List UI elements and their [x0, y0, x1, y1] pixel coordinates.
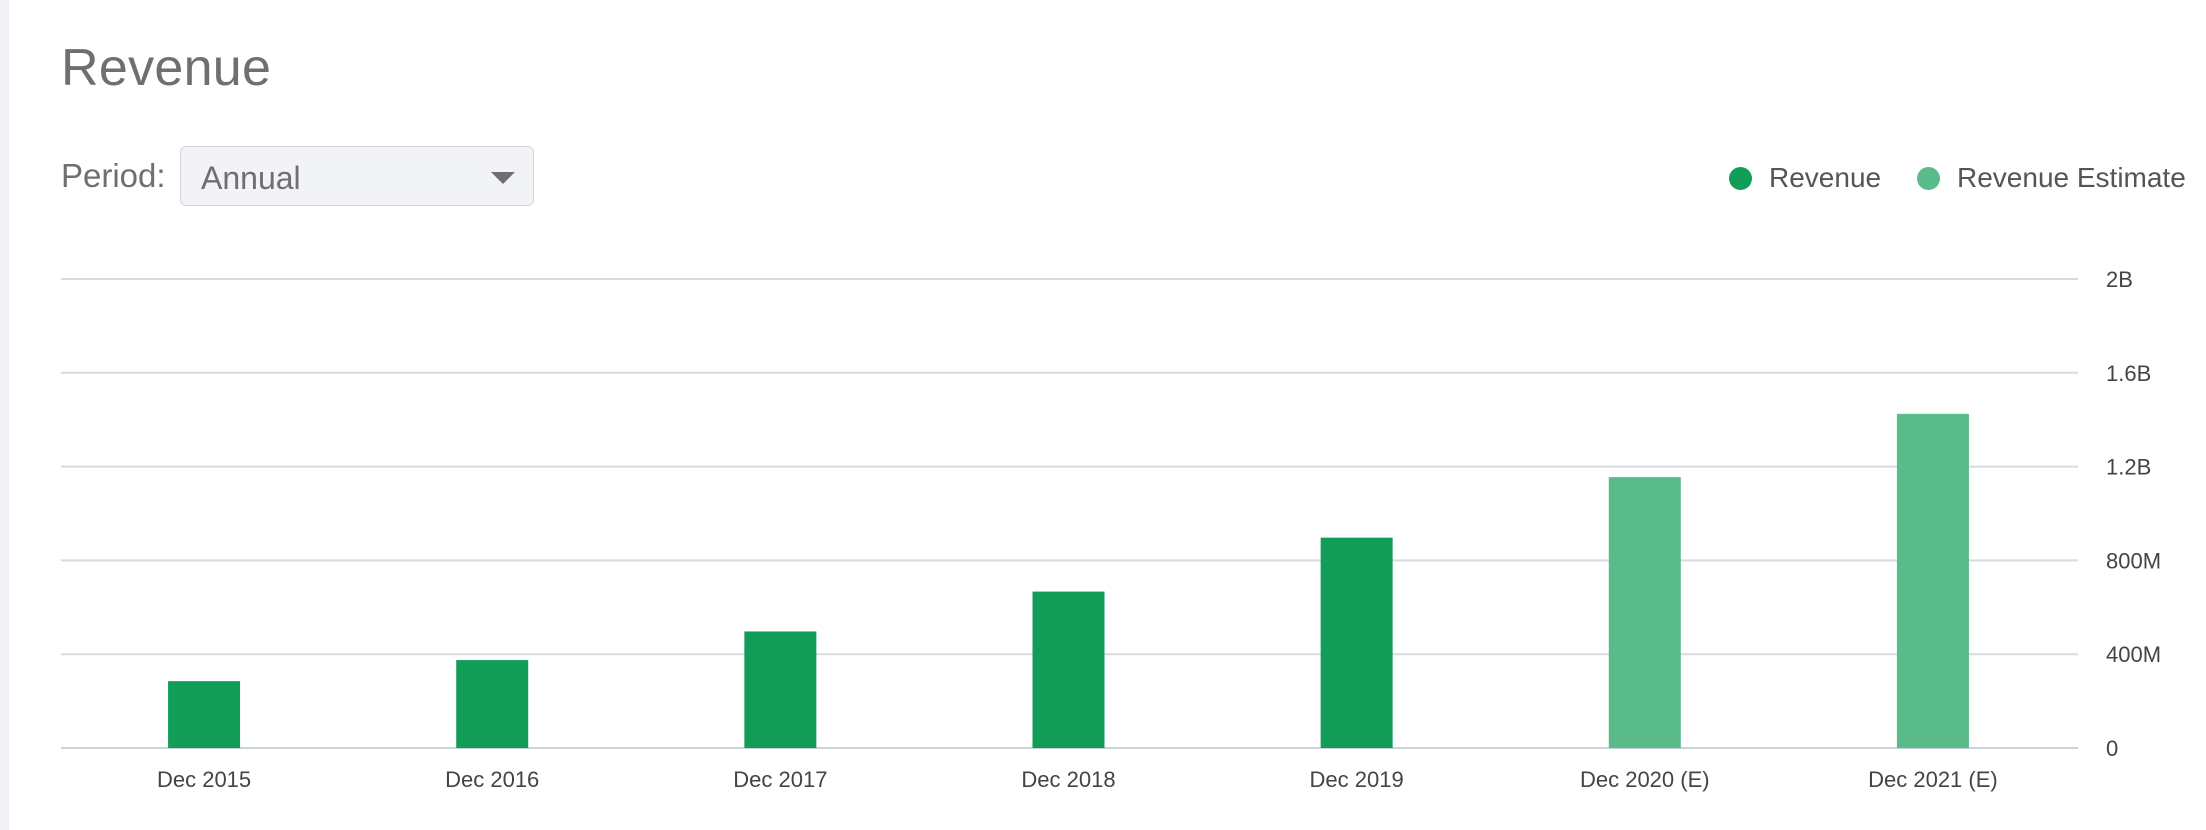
bar-revenue[interactable] [1032, 591, 1105, 748]
y-tick-label: 2B [2106, 267, 2133, 292]
bar-revenue-estimate[interactable] [1608, 477, 1681, 748]
legend-label-revenue: Revenue [1769, 162, 1882, 193]
period-dropdown[interactable]: Annual [180, 146, 534, 206]
bar-revenue[interactable] [1320, 537, 1393, 748]
y-tick-label: 0 [2106, 736, 2118, 761]
bar-revenue[interactable] [744, 631, 817, 748]
legend-item-revenue[interactable]: Revenue [1729, 160, 1881, 196]
page-title: Revenue [61, 39, 272, 97]
x-category-label: Dec 2018 [1021, 767, 1115, 792]
y-tick-label: 400M [2106, 642, 2161, 667]
legend-dot-estimate [1917, 166, 1940, 190]
x-category-label: Dec 2015 [157, 767, 251, 792]
left-rail [0, 0, 9, 830]
bar-revenue-estimate[interactable] [1896, 413, 1969, 748]
y-tick-label: 800M [2106, 548, 2161, 573]
period-label: Period: [61, 157, 166, 194]
legend-item-estimate[interactable]: Revenue Estimate [1917, 160, 2186, 196]
legend-dot-revenue [1729, 166, 1752, 190]
x-category-label: Dec 2021 (E) [1868, 767, 1998, 792]
x-category-label: Dec 2016 [445, 767, 539, 792]
x-category-label: Dec 2017 [733, 767, 827, 792]
chevron-down-icon [491, 172, 515, 184]
y-tick-label: 1.2B [2106, 455, 2151, 480]
period-selected-value: Annual [201, 160, 301, 196]
x-category-label: Dec 2020 (E) [1580, 767, 1710, 792]
y-tick-label: 1.6B [2106, 361, 2151, 386]
bar-revenue[interactable] [456, 660, 529, 748]
legend-label-estimate: Revenue Estimate [1957, 162, 2186, 193]
bar-revenue[interactable] [168, 681, 241, 748]
x-category-label: Dec 2019 [1310, 767, 1404, 792]
